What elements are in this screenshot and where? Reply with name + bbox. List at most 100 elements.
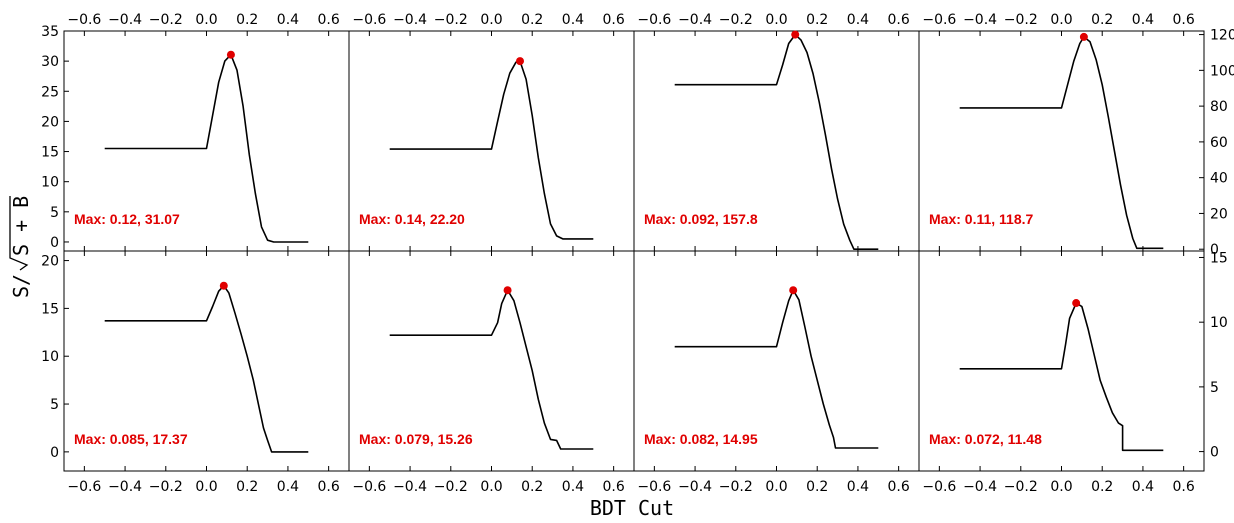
- y-tick-label: 15: [41, 145, 59, 161]
- max-annotation: Max: 0.085, 17.37: [74, 431, 188, 447]
- y-tick-label: 10: [41, 349, 59, 365]
- max-marker: [516, 57, 524, 66]
- y-tick-label: 20: [41, 114, 59, 130]
- x-tick-label: 0.0: [1050, 479, 1072, 495]
- x-tick-label: −0.2: [719, 12, 753, 28]
- max-marker: [503, 286, 512, 295]
- y-axis-title-prefix: S/: [9, 274, 33, 298]
- max-annotation: Max: 0.072, 11.48: [929, 431, 1042, 447]
- y-tick-label: 0: [50, 445, 59, 461]
- x-tick-label: 0.4: [1132, 479, 1154, 495]
- x-tick-label: 0.4: [562, 479, 584, 495]
- x-tick-label: 0.0: [765, 12, 787, 28]
- max-annotation: Max: 0.092, 157.8: [644, 211, 758, 227]
- max-annotation: Max: 0.14, 22.20: [359, 211, 465, 227]
- x-tick-label: −0.6: [67, 479, 101, 495]
- y-tick-label: 20: [41, 254, 59, 270]
- x-tick-label: 0.4: [277, 12, 299, 28]
- series-line: [104, 284, 309, 453]
- y-tick-label: 20: [1210, 206, 1228, 222]
- y-tick-label: 30: [41, 54, 59, 70]
- y-tick-label: 15: [41, 301, 59, 317]
- y-tick-label: 80: [1210, 99, 1228, 115]
- panels-layer: −0.6 −0.4 −0.2 0.0 0.2 0.4 0.6 0 5 10 15 20 25 30 35 Ma…: [41, 12, 1234, 495]
- max-marker: [1079, 32, 1088, 41]
- x-tick-label: 0.0: [195, 479, 217, 495]
- x-tick-label: 0.4: [1132, 12, 1154, 28]
- max-marker: [219, 281, 228, 290]
- panel-row2-col2: −0.6 −0.4 −0.2 0.0 0.2 0.4 0.6 Max: 0.079, 15.2…: [348, 250, 635, 495]
- panel-row2-col4: −0.6 −0.4 −0.2 0.0 0.2 0.4 0.6 0 5 10 15 Max: 0.072…: [918, 250, 1228, 495]
- panel-row1-col3: −0.6 −0.4 −0.2 0.0 0.2 0.4 0.6 Max: 0.092, 157.…: [633, 12, 920, 252]
- max-annotation: Max: 0.12, 31.07: [74, 211, 180, 227]
- x-tick-label: −0.6: [637, 479, 671, 495]
- x-tick-label: −0.2: [149, 479, 183, 495]
- max-annotation: Max: 0.11, 118.7: [929, 211, 1034, 227]
- x-tick-label: −0.6: [922, 12, 956, 28]
- max-marker: [1072, 299, 1081, 308]
- x-tick-label: 0.2: [521, 12, 543, 28]
- y-tick-label: 0: [1210, 242, 1219, 258]
- x-tick-label: −0.2: [149, 12, 183, 28]
- y-tick-label: 40: [1210, 171, 1228, 187]
- x-tick-label: −0.2: [434, 12, 468, 28]
- y-axis-title-radicand: S + B: [9, 196, 33, 256]
- x-tick-label: −0.6: [922, 479, 956, 495]
- y-tick-label: 120: [1210, 28, 1234, 44]
- x-tick-label: 0.6: [888, 479, 910, 495]
- x-tick-label: −0.4: [678, 479, 712, 495]
- series-line: [959, 302, 1164, 452]
- panel-row1-col2: −0.6 −0.4 −0.2 0.0 0.2 0.4 0.6 Max: 0.14, 22.20: [348, 12, 635, 252]
- series-line: [959, 36, 1164, 250]
- y-tick-label: 15: [1210, 250, 1228, 266]
- x-tick-label: −0.2: [1004, 12, 1038, 28]
- y-tick-label: 5: [50, 397, 59, 413]
- x-tick-label: 0.4: [562, 12, 584, 28]
- x-tick-label: 0.0: [480, 479, 502, 495]
- y-tick-label: 0: [1210, 445, 1219, 461]
- y-tick-label: 100: [1210, 63, 1234, 79]
- x-tick-label: 0.2: [806, 479, 828, 495]
- x-tick-label: 0.6: [888, 12, 910, 28]
- y-tick-label: 0: [50, 235, 59, 251]
- panel-row2-col3: −0.6 −0.4 −0.2 0.0 0.2 0.4 0.6 Max: 0.082, 14.9…: [633, 250, 920, 495]
- x-tick-label: 0.4: [847, 479, 869, 495]
- x-tick-label: 0.2: [1091, 12, 1113, 28]
- max-marker: [791, 30, 800, 39]
- series-line: [389, 60, 594, 240]
- y-axis-title: S/ S + B: [9, 196, 33, 298]
- x-tick-label: 0.2: [521, 479, 543, 495]
- x-tick-label: −0.4: [678, 12, 712, 28]
- series-line: [674, 289, 879, 449]
- max-marker: [226, 50, 235, 59]
- y-tick-label: 25: [41, 84, 59, 100]
- x-tick-label: 0.6: [318, 479, 340, 495]
- x-tick-label: −0.6: [352, 12, 386, 28]
- y-tick-label: 5: [1210, 380, 1219, 396]
- x-tick-label: −0.4: [393, 479, 427, 495]
- y-tick-label: 5: [50, 205, 59, 221]
- x-tick-label: 0.4: [847, 12, 869, 28]
- series-line: [674, 33, 879, 250]
- y-tick-label: 35: [41, 24, 59, 40]
- panel-row2-col1: −0.6 −0.4 −0.2 0.0 0.2 0.4 0.6 0 5 10 15 20 Max: 0.0…: [41, 250, 350, 495]
- x-tick-label: 0.0: [480, 12, 502, 28]
- x-tick-label: −0.2: [434, 479, 468, 495]
- x-tick-label: 0.4: [277, 479, 299, 495]
- x-tick-label: −0.2: [1004, 479, 1038, 495]
- y-tick-label: 60: [1210, 135, 1228, 151]
- x-tick-label: −0.6: [352, 479, 386, 495]
- x-tick-label: 0.0: [1050, 12, 1072, 28]
- panel-row1-col1: −0.6 −0.4 −0.2 0.0 0.2 0.4 0.6 0 5 10 15 20 25 30 35 Ma…: [41, 12, 350, 252]
- max-annotation: Max: 0.079, 15.26: [359, 431, 473, 447]
- x-tick-label: 0.6: [1173, 12, 1195, 28]
- x-tick-label: −0.6: [67, 12, 101, 28]
- y-tick-label: 10: [41, 175, 59, 191]
- x-tick-label: 0.2: [236, 12, 258, 28]
- x-tick-label: 0.6: [603, 12, 625, 28]
- x-tick-label: −0.4: [108, 479, 142, 495]
- x-axis-title: BDT Cut: [590, 496, 674, 520]
- series-line: [389, 289, 594, 450]
- x-tick-label: 0.6: [318, 12, 340, 28]
- x-tick-label: 0.0: [765, 479, 787, 495]
